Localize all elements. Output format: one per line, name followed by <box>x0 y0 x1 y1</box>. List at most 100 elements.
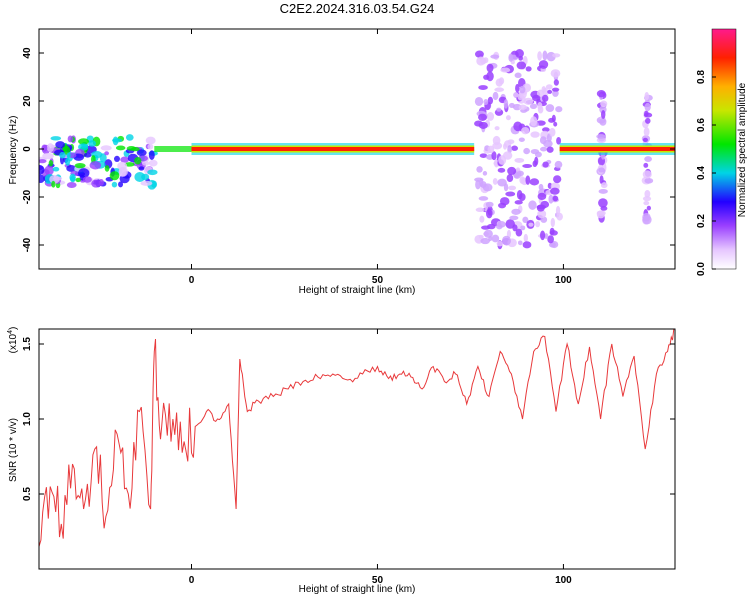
spectral-scatter <box>525 175 531 185</box>
spectral-scatter <box>486 223 496 230</box>
spectral-blob <box>91 179 101 188</box>
spectral-scatter <box>529 103 538 109</box>
spectral-scatter <box>644 156 653 162</box>
spectral-blob <box>66 164 77 172</box>
spectral-scatter <box>486 208 493 219</box>
snr-marks <box>39 329 675 547</box>
spectral-scatter <box>496 223 503 230</box>
spectral-scatter <box>496 107 502 112</box>
spectral-scatter <box>643 201 650 206</box>
spectral-blob <box>141 173 150 181</box>
spectral-scatter <box>601 110 606 119</box>
spectral-scatter <box>514 72 522 78</box>
spectral-scatter <box>537 102 543 110</box>
spectral-scatter <box>483 99 489 106</box>
spectral-scatter <box>486 112 495 121</box>
spectral-scatter <box>537 192 547 201</box>
spectral-blob <box>141 161 150 166</box>
spectral-scatter <box>482 171 488 176</box>
spectral-scatter <box>550 187 560 195</box>
spectral-blob <box>50 136 62 141</box>
spectral-blob <box>134 171 146 182</box>
spectral-blob <box>39 159 47 164</box>
spectral-scatter <box>598 188 608 194</box>
snr-xtick-label: 50 <box>372 575 384 586</box>
spectral-blob <box>112 138 123 143</box>
spectral-scatter <box>479 215 485 223</box>
spectral-scatter <box>501 235 511 246</box>
spectral-scatter <box>598 198 608 208</box>
spectral-scatter <box>599 117 607 126</box>
spectral-scatter <box>644 177 654 184</box>
spectral-blob <box>109 171 120 181</box>
spectral-scatter <box>475 207 485 213</box>
spectral-blob <box>66 152 71 158</box>
chart-title: C2E2.2024.316.03.54.G24 <box>280 1 435 16</box>
spectral-scatter <box>542 161 549 168</box>
spectral-blob <box>55 141 65 149</box>
spectral-scatter <box>530 148 540 155</box>
spectral-scatter <box>503 99 509 109</box>
spectral-scatter <box>513 92 519 98</box>
colorbar-ticks: 0.0 0.2 0.4 0.6 0.8 <box>696 70 716 276</box>
spectral-scatter <box>476 56 486 66</box>
spectral-scatter <box>553 79 559 86</box>
spectral-scatter <box>539 136 547 145</box>
spectral-blob <box>46 143 55 153</box>
spectrogram-xtick-label: 0 <box>189 275 195 286</box>
spectral-scatter <box>519 176 525 184</box>
snr-axes: 0 50 100 0.5 1.0 1.5 <box>22 329 675 586</box>
snr-xtick-label: 0 <box>189 575 195 586</box>
spectral-scatter <box>547 235 554 244</box>
snr-ytick-label: 0.5 <box>22 487 33 501</box>
spectral-blob <box>148 150 155 160</box>
colorbar-label: Normalized spectral amplitude <box>737 82 748 217</box>
spectral-scatter <box>643 127 650 137</box>
snr-series-line <box>39 329 675 547</box>
spectral-scatter <box>522 163 533 169</box>
spectral-scatter <box>478 196 489 201</box>
spectral-blob <box>78 168 90 178</box>
spectral-scatter <box>642 196 652 202</box>
spectral-scatter <box>480 237 491 245</box>
spectral-scatter <box>476 166 483 173</box>
spectral-scatter <box>491 151 497 161</box>
spectral-scatter <box>538 60 549 69</box>
spectral-blob <box>39 164 45 175</box>
spectral-blob <box>114 155 120 163</box>
spectrogram-ytick-label: 0 <box>22 146 33 152</box>
spectral-scatter <box>600 182 608 189</box>
spectral-scatter <box>642 170 652 179</box>
spectral-scatter <box>497 178 507 187</box>
spectral-scatter <box>508 102 515 108</box>
spectral-scatter <box>642 137 648 142</box>
spectral-scatter <box>492 91 499 101</box>
spectral-scatter <box>517 240 523 246</box>
spectrogram-xtick-label: 50 <box>372 275 384 286</box>
spectral-scatter <box>547 89 553 94</box>
spectral-blob <box>145 136 156 145</box>
spectral-scatter <box>520 225 526 231</box>
spectral-scatter <box>516 190 523 200</box>
spectral-blob <box>69 173 76 182</box>
spectral-scatter <box>536 89 544 98</box>
spectral-blob <box>82 176 92 183</box>
spectrogram-xtick-label: 100 <box>555 275 572 286</box>
spectral-blob <box>134 157 142 165</box>
spectral-scatter <box>550 217 555 228</box>
snr-frame <box>38 328 676 570</box>
snr-panel: 0 50 100 0.5 1.0 1.5 Height of straight line … <box>7 327 676 595</box>
spectral-scatter <box>549 230 558 236</box>
spectral-scatter <box>474 96 484 107</box>
spectral-scatter <box>514 157 525 163</box>
spectral-scatter <box>492 142 503 150</box>
snr-xlabel: Height of straight line (km) <box>299 584 416 595</box>
spectral-scatter <box>596 134 606 139</box>
spectrogram-axes: 0 50 100 -40 -20 0 20 40 <box>22 29 675 286</box>
spectral-scatter <box>517 170 524 177</box>
spectral-scatter <box>535 221 541 228</box>
spectral-scatter <box>552 195 559 202</box>
spectrogram-xlabel: Height of straight line (km) <box>299 285 416 296</box>
spectral-scatter <box>511 208 521 215</box>
spectral-scatter <box>644 92 650 101</box>
